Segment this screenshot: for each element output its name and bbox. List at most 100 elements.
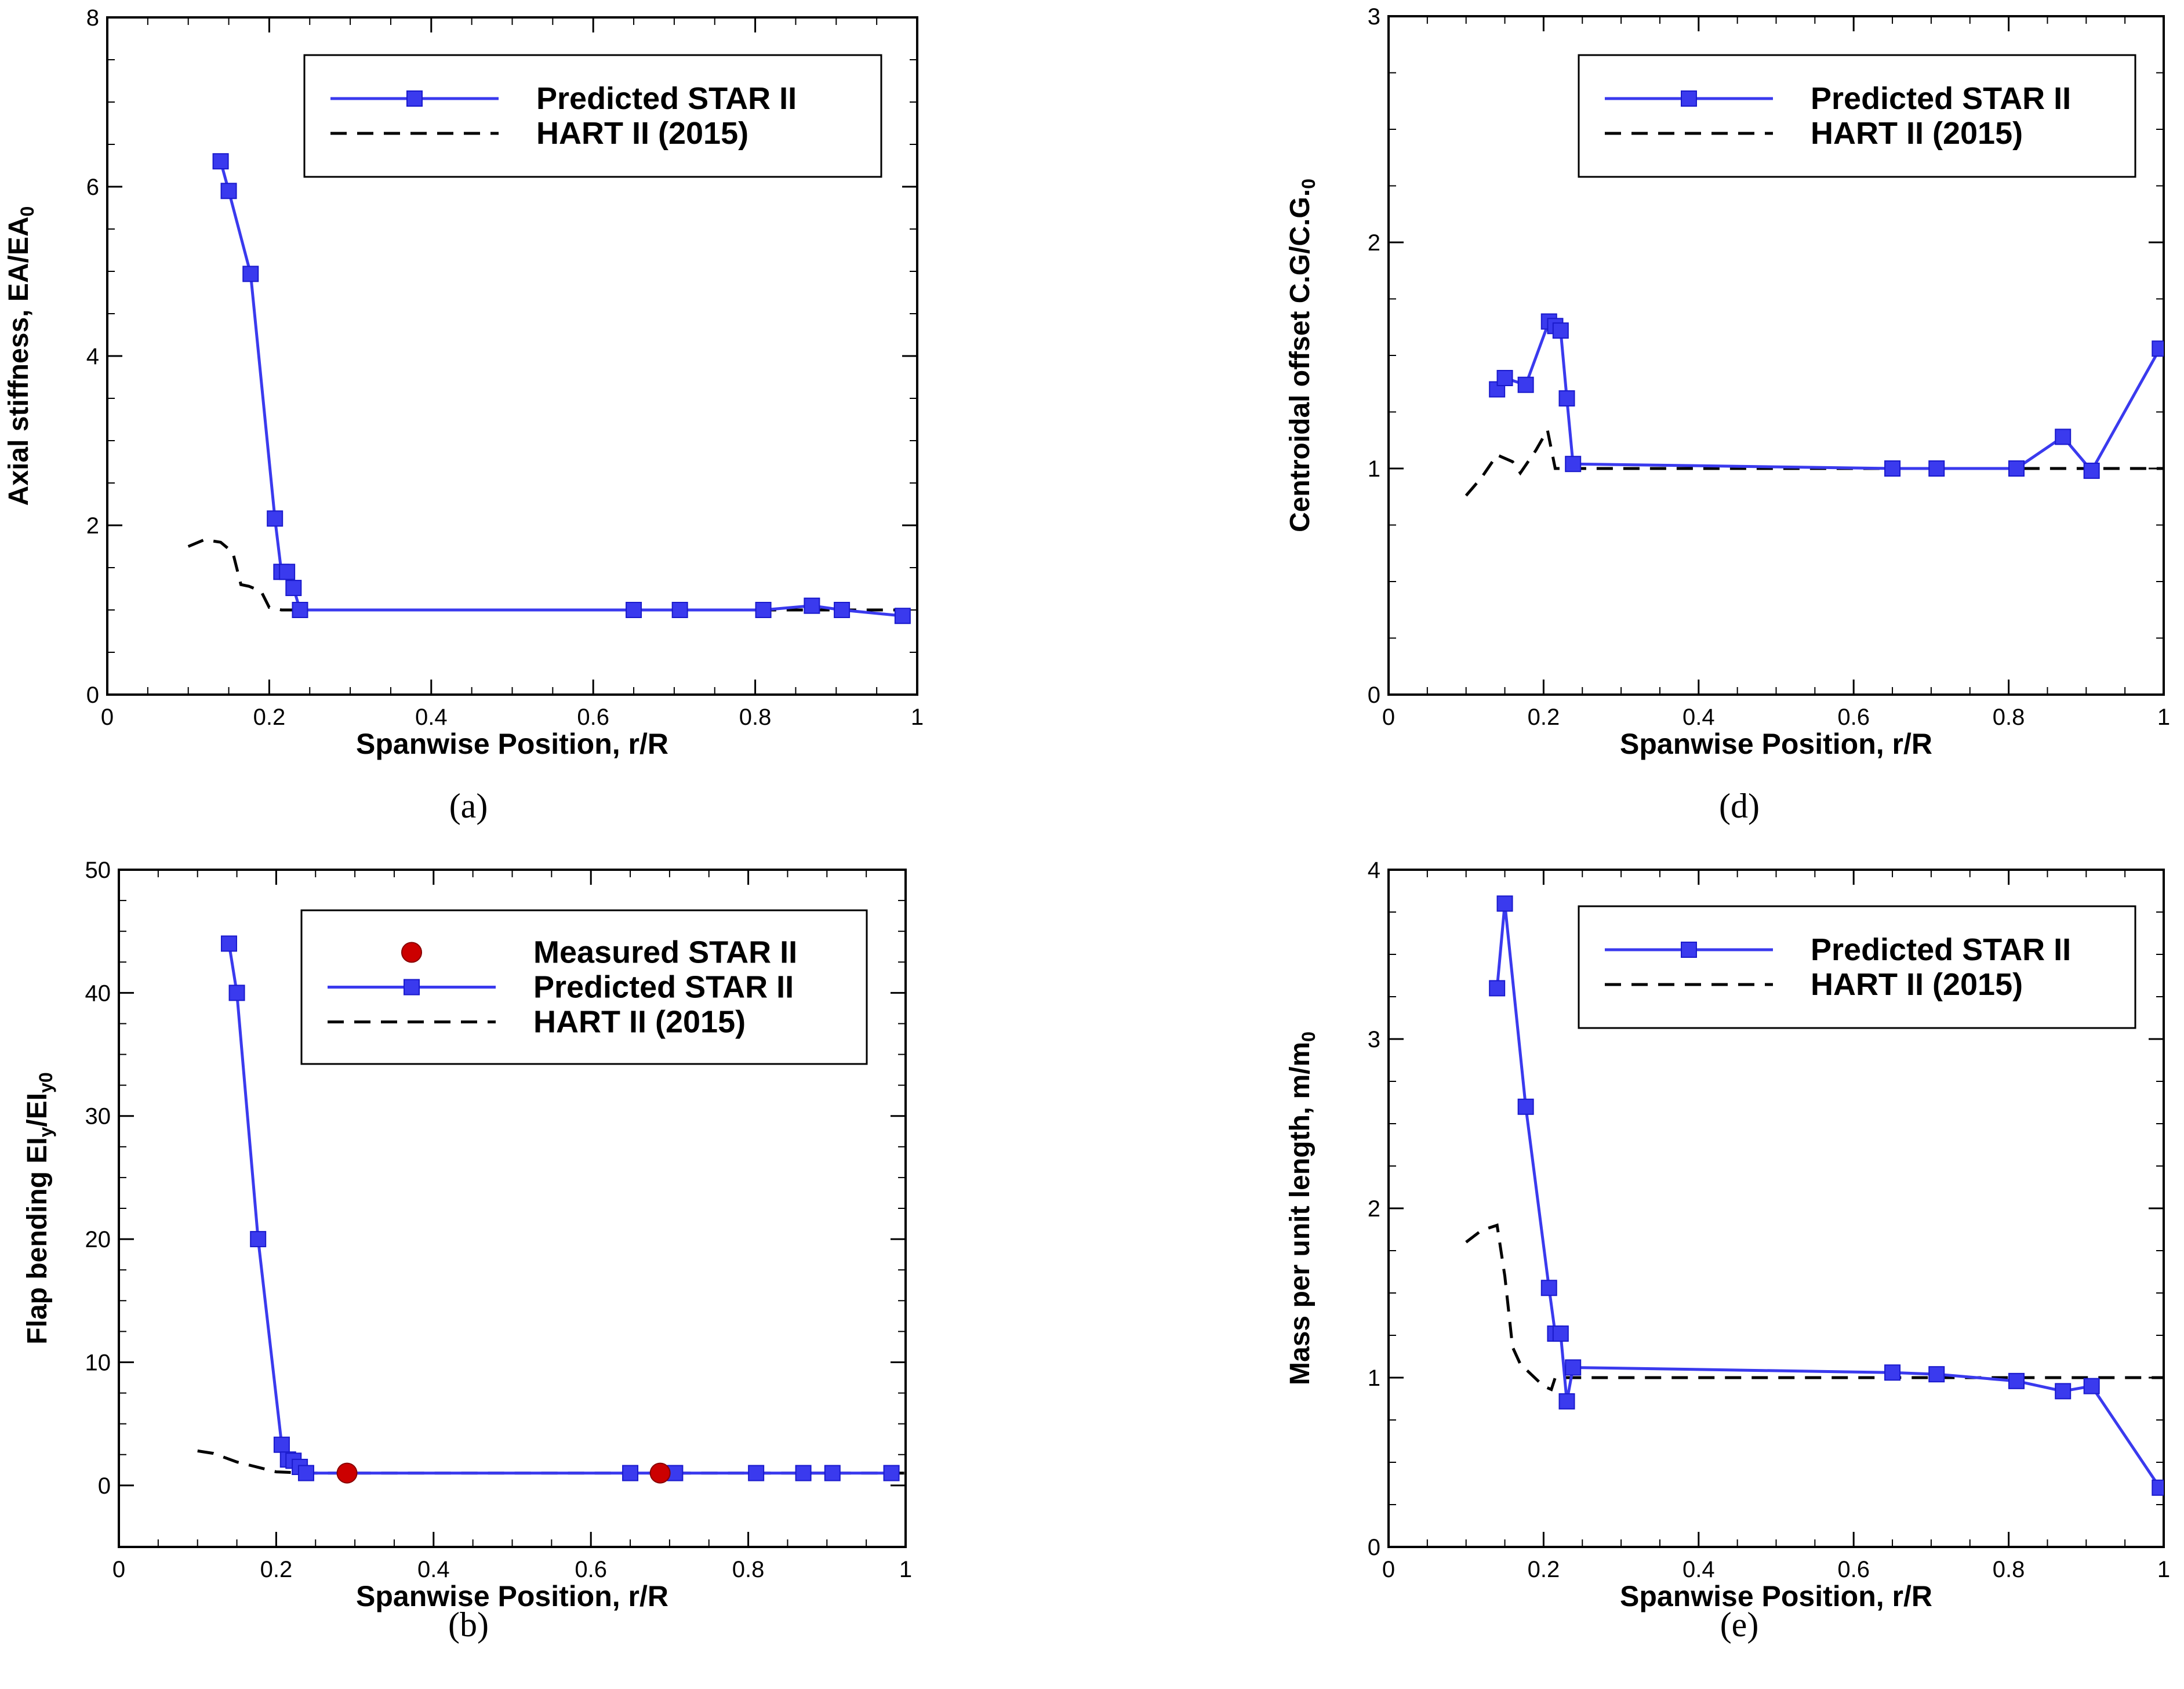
y-axis-label-sub: y xyxy=(35,1127,56,1137)
y-axis-label-main: Centroidal offset C.G/C.G. xyxy=(1285,189,1316,532)
data-point-predicted xyxy=(2083,462,2100,479)
data-point-predicted xyxy=(883,1465,900,1481)
panel-label: (d) xyxy=(1719,787,1760,825)
legend-swatch-predicted-marker xyxy=(1681,942,1697,958)
y-tick-label: 4 xyxy=(86,344,99,369)
data-point-predicted xyxy=(2008,460,2025,477)
legend-label: HART II (2015) xyxy=(536,116,748,151)
y-tick-label: 6 xyxy=(86,175,99,200)
x-tick-label: 0.2 xyxy=(1528,1557,1560,1582)
legend-box xyxy=(1578,905,2136,1029)
data-point-predicted xyxy=(1884,1364,1901,1381)
data-point-predicted xyxy=(285,580,302,597)
x-tick-label: 0.2 xyxy=(260,1557,293,1582)
data-point-predicted xyxy=(748,1465,765,1481)
x-tick-label: 0.8 xyxy=(1993,1557,2025,1582)
data-point-predicted xyxy=(834,602,851,618)
data-point-predicted xyxy=(292,602,308,618)
y-tick-label: 0 xyxy=(1368,1535,1380,1560)
data-point-predicted xyxy=(250,1231,267,1248)
panel-title-group: (b) xyxy=(448,1606,489,1644)
legend-label: HART II (2015) xyxy=(1811,967,2023,1002)
y-axis-label-main: Axial stiffness, EA/EA xyxy=(3,216,34,506)
y-axis-label-main: Mass per unit length, m/m xyxy=(1285,1042,1316,1385)
data-point-predicted xyxy=(804,597,820,614)
y-axis-label: Mass per unit length, m/m0 xyxy=(1285,1031,1319,1385)
x-tick-label: 1 xyxy=(2157,704,2170,730)
data-point-predicted xyxy=(2152,1479,2164,1496)
y-tick-label: 2 xyxy=(1368,230,1380,256)
y-tick-label: 0 xyxy=(86,682,99,708)
legend-label: HART II (2015) xyxy=(1811,116,2023,151)
x-tick-label: 0.2 xyxy=(1528,704,1560,730)
y-axis-label-main: Flap bending EI xyxy=(22,1137,53,1344)
data-point-predicted xyxy=(824,1465,841,1481)
y-tick-label: 2 xyxy=(86,513,99,539)
data-point-predicted xyxy=(626,602,642,618)
y-tick-label: 8 xyxy=(86,5,99,31)
y-axis-label-mid: /EI xyxy=(22,1093,53,1127)
data-point-predicted xyxy=(273,1436,290,1453)
y-tick-label: 30 xyxy=(85,1104,111,1129)
legend-swatch-predicted-marker xyxy=(404,979,420,996)
data-point-predicted xyxy=(1496,370,1513,386)
plot-area xyxy=(197,935,906,1484)
data-point-predicted xyxy=(228,985,245,1001)
data-point-predicted xyxy=(220,183,237,199)
x-tick-label: 0.2 xyxy=(253,704,286,730)
legend-swatch-predicted-marker xyxy=(406,90,423,107)
plot-area xyxy=(1465,313,2164,497)
data-point-predicted xyxy=(242,266,259,282)
x-tick-label: 0 xyxy=(1382,1557,1395,1582)
legend-label: Predicted STAR II xyxy=(1811,932,2071,967)
y-axis-label-sub: 0 xyxy=(1298,179,1319,189)
panel-label: (a) xyxy=(449,787,488,825)
x-tick-label: 0.4 xyxy=(1682,704,1715,730)
data-point-predicted xyxy=(1540,1280,1557,1296)
data-point-predicted xyxy=(622,1465,639,1481)
x-axis-label: Spanwise Position, r/R xyxy=(356,728,668,760)
x-tick-label: 0.4 xyxy=(1682,1557,1715,1582)
y-tick-label: 3 xyxy=(1368,1027,1380,1052)
data-point-predicted xyxy=(1496,895,1513,912)
x-tick-label: 0.4 xyxy=(417,1557,450,1582)
y-tick-label: 0 xyxy=(98,1473,111,1499)
legend-box xyxy=(1578,54,2136,178)
data-point-predicted xyxy=(1489,980,1506,997)
data-point-predicted xyxy=(1517,1098,1534,1115)
x-tick-label: 1 xyxy=(899,1557,912,1582)
y-axis-label: Centroidal offset C.G/C.G.0 xyxy=(1285,179,1319,532)
y-axis-label: Axial stiffness, EA/EA0 xyxy=(3,206,38,506)
y-tick-label: 1 xyxy=(1368,456,1380,482)
data-point-predicted xyxy=(671,602,688,618)
chart-d: 0 0.2 0.4 0.6 0.8 1 0 1 2 3 Spanwise Position, r/R… xyxy=(1285,4,2170,825)
legend-box xyxy=(303,54,882,178)
data-point-predicted xyxy=(212,153,229,170)
data-point-predicted xyxy=(267,510,284,527)
legend-label: Measured STAR II xyxy=(533,935,797,970)
x-axis-label: Spanwise Position, r/R xyxy=(356,1580,668,1612)
data-point-predicted xyxy=(2055,1383,2072,1400)
series-line-predicted xyxy=(1496,319,2161,474)
chart-e: 0 0.2 0.4 0.6 0.8 1 0 1 2 3 4 Spanwise Position, r/… xyxy=(1285,858,2170,1644)
y-tick-label: 20 xyxy=(85,1227,111,1252)
x-tick-label: 0.6 xyxy=(1837,704,1870,730)
data-point-predicted xyxy=(220,935,237,952)
x-axis-label: Spanwise Position, r/R xyxy=(1620,728,1932,760)
data-point-predicted xyxy=(755,602,772,618)
x-tick-label: 0 xyxy=(101,704,114,730)
data-point-predicted xyxy=(1517,376,1534,393)
series-line-hart-ii xyxy=(187,538,917,612)
y-axis-label: Flap bending EIy/EIy0 xyxy=(22,1072,56,1344)
x-tick-label: 0.6 xyxy=(575,1557,607,1582)
data-point-predicted xyxy=(1558,390,1575,407)
y-tick-label: 4 xyxy=(1368,858,1380,883)
data-point-predicted xyxy=(2055,428,2072,445)
data-point-measured xyxy=(336,1462,358,1484)
x-tick-label: 1 xyxy=(2157,1557,2170,1582)
data-point-predicted xyxy=(1928,460,1945,477)
data-point-predicted xyxy=(795,1465,812,1481)
data-point-predicted xyxy=(1558,1393,1575,1410)
